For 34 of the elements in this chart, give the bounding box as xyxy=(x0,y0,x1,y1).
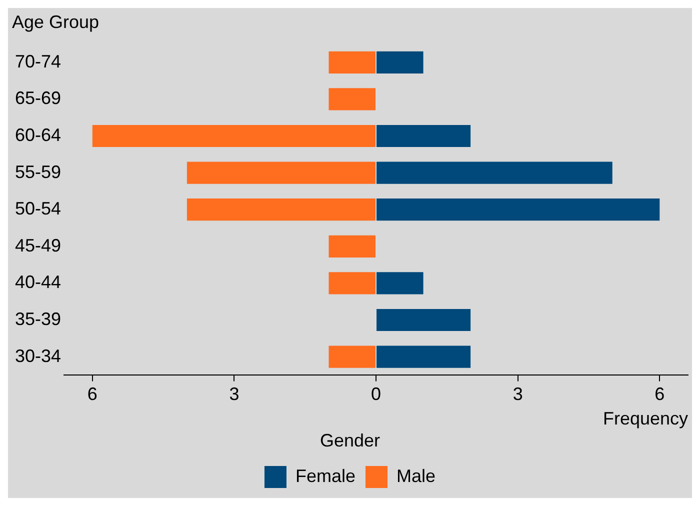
bar xyxy=(328,51,376,74)
x-tick-label: 0 xyxy=(371,384,382,404)
y-tick-label: 45-49 xyxy=(14,235,62,256)
bar xyxy=(328,346,376,368)
y-tick-label: 70-74 xyxy=(14,51,62,72)
legend-title: Gender xyxy=(320,430,380,450)
x-tick-label: 3 xyxy=(512,384,523,404)
x-axis-title: Frequency xyxy=(602,408,688,429)
bar xyxy=(376,346,471,368)
bar xyxy=(376,308,471,332)
x-tick-label: 6 xyxy=(654,384,665,404)
bar xyxy=(328,235,376,258)
x-tick-label: 6 xyxy=(87,384,98,404)
x-tick-label: 3 xyxy=(229,384,240,404)
y-tick-label: 40-44 xyxy=(14,272,62,292)
legend-label: Male xyxy=(396,466,436,486)
bar xyxy=(376,198,660,221)
y-tick-label: 55-59 xyxy=(14,162,62,182)
legend-label: Female xyxy=(295,466,356,486)
y-tick-label: 30-34 xyxy=(14,346,62,366)
y-tick-label: 50-54 xyxy=(14,198,62,219)
bar xyxy=(376,51,424,74)
bar xyxy=(328,88,376,110)
bar xyxy=(186,198,376,221)
y-tick-label: 35-39 xyxy=(14,308,62,329)
y-axis-title: Age Group xyxy=(12,12,100,32)
bar xyxy=(186,162,376,184)
bar xyxy=(376,124,471,148)
bar xyxy=(328,272,376,294)
y-tick-label: 65-69 xyxy=(14,88,62,108)
bar xyxy=(92,124,376,148)
bar xyxy=(376,272,424,294)
bar xyxy=(376,162,612,184)
y-tick-label: 60-64 xyxy=(14,124,62,145)
